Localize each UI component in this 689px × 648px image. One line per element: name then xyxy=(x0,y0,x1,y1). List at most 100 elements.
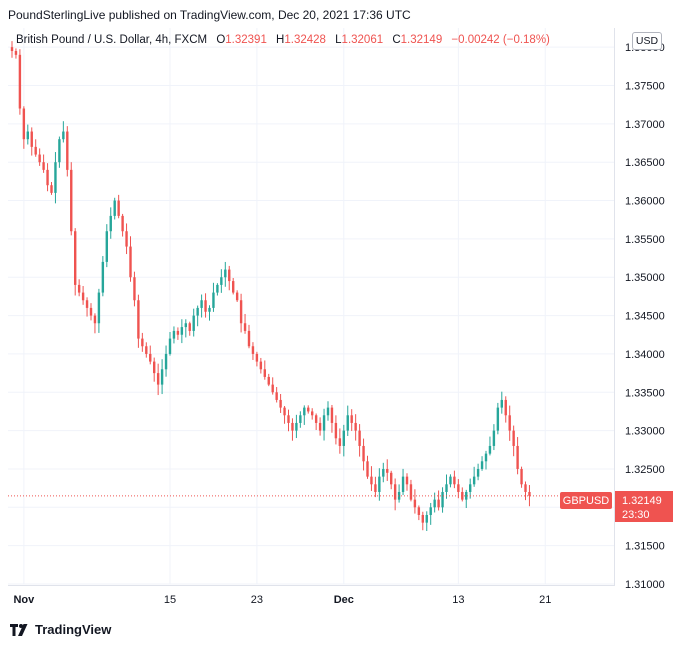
publish-header: PoundSterlingLive published on TradingVi… xyxy=(8,8,411,22)
candle-body xyxy=(476,468,480,477)
candle-body xyxy=(429,507,432,515)
footer-brand[interactable]: TradingView xyxy=(10,622,111,637)
candle-body xyxy=(117,200,120,216)
price-axis-border xyxy=(614,28,615,586)
candle-body xyxy=(200,300,203,308)
candle-body xyxy=(342,430,345,446)
candle-body xyxy=(457,484,460,492)
candle-body xyxy=(496,407,500,431)
price-tick-label: 1.37000 xyxy=(625,119,665,131)
chart-legend[interactable]: British Pound / U.S. Dollar, 4h, FXCM O1… xyxy=(16,34,550,46)
low-label: L xyxy=(335,34,342,46)
candle-body xyxy=(382,468,385,477)
candle-body xyxy=(74,231,77,285)
candle-body xyxy=(484,453,488,462)
candle-body xyxy=(34,146,37,155)
candle-body xyxy=(160,369,164,385)
price-tick-label: 1.32500 xyxy=(625,464,665,476)
open-value: 1.32391 xyxy=(225,34,267,46)
candle-body xyxy=(311,411,314,416)
candle-body xyxy=(232,281,235,293)
candle-body xyxy=(449,476,452,485)
time-tick-label: 13 xyxy=(452,594,464,606)
candle-body xyxy=(318,422,322,431)
candle-body xyxy=(492,430,496,446)
candle-body xyxy=(176,330,180,335)
candle-body xyxy=(267,376,270,385)
candle-body xyxy=(153,361,156,374)
candle-body xyxy=(14,51,18,55)
candle-body xyxy=(334,422,338,439)
candle-body xyxy=(386,468,389,473)
candle-body xyxy=(251,346,255,354)
currency-button[interactable]: USD xyxy=(632,32,662,50)
candle-body xyxy=(109,215,112,232)
candle-body xyxy=(413,499,417,508)
candle-body xyxy=(390,472,393,485)
candle-body xyxy=(164,353,168,370)
candle-body xyxy=(77,284,81,293)
candle-body xyxy=(196,307,199,316)
candle-body xyxy=(409,484,413,500)
candle-body xyxy=(255,353,259,362)
close-label: C xyxy=(392,34,401,46)
candle-body xyxy=(192,315,195,331)
candle-body xyxy=(362,445,365,462)
candle-body xyxy=(307,407,310,412)
time-tick-label: Nov xyxy=(13,594,35,606)
high-label: H xyxy=(276,34,285,46)
price-tick-label: 1.33000 xyxy=(625,426,665,438)
candle-body xyxy=(239,300,243,324)
candle-body xyxy=(508,415,511,431)
candle-body xyxy=(145,346,148,354)
candle-body xyxy=(366,461,369,477)
candle-body xyxy=(512,430,515,446)
time-axis-border xyxy=(8,585,615,586)
candle-body xyxy=(374,484,377,492)
candle-body xyxy=(314,415,318,423)
candle-body xyxy=(259,361,263,370)
candle-body xyxy=(338,438,342,446)
candle-body xyxy=(89,307,93,316)
candle-body xyxy=(271,384,274,393)
candle-body xyxy=(524,484,527,492)
candle-body xyxy=(303,407,306,416)
time-tick-label: 21 xyxy=(539,594,551,606)
candle-body xyxy=(453,476,456,485)
candle-body xyxy=(243,323,247,331)
candle-body xyxy=(283,407,286,416)
candle-body xyxy=(504,399,507,416)
candle-body xyxy=(279,399,282,408)
candle-body xyxy=(417,507,421,515)
candle-body xyxy=(66,131,69,170)
price-tick-label: 1.31500 xyxy=(625,541,665,553)
time-axis[interactable]: Nov 15 23 Dec 13 21 xyxy=(13,594,551,606)
candle-body xyxy=(70,169,73,232)
candle-body xyxy=(295,422,298,431)
candle-body xyxy=(465,491,468,500)
symbol-tag xyxy=(560,492,612,509)
price-tick-label: 1.35000 xyxy=(625,272,665,284)
candle-body xyxy=(30,131,33,147)
price-tick-label: 1.36500 xyxy=(625,157,665,169)
bar-countdown: 23:30 xyxy=(622,509,650,521)
candle-body xyxy=(445,484,448,492)
candle-body xyxy=(472,476,476,485)
candle-body xyxy=(220,277,223,285)
price-tick-label: 1.31000 xyxy=(625,579,665,591)
candle-body xyxy=(405,476,409,485)
price-tick-label: 1.36000 xyxy=(625,196,665,208)
candle-body xyxy=(208,307,211,312)
candle-body xyxy=(156,373,160,385)
candle-body xyxy=(188,323,191,331)
candle-body xyxy=(461,491,464,500)
candle-body xyxy=(38,154,41,163)
symbol-description[interactable]: British Pound / U.S. Dollar, 4h, FXCM xyxy=(16,34,208,46)
candle-body xyxy=(184,323,187,328)
low-value: 1.32061 xyxy=(341,34,384,46)
candle-body xyxy=(18,54,22,109)
candle-body xyxy=(291,422,294,431)
candle-body xyxy=(42,162,45,170)
candle-body xyxy=(168,338,172,354)
